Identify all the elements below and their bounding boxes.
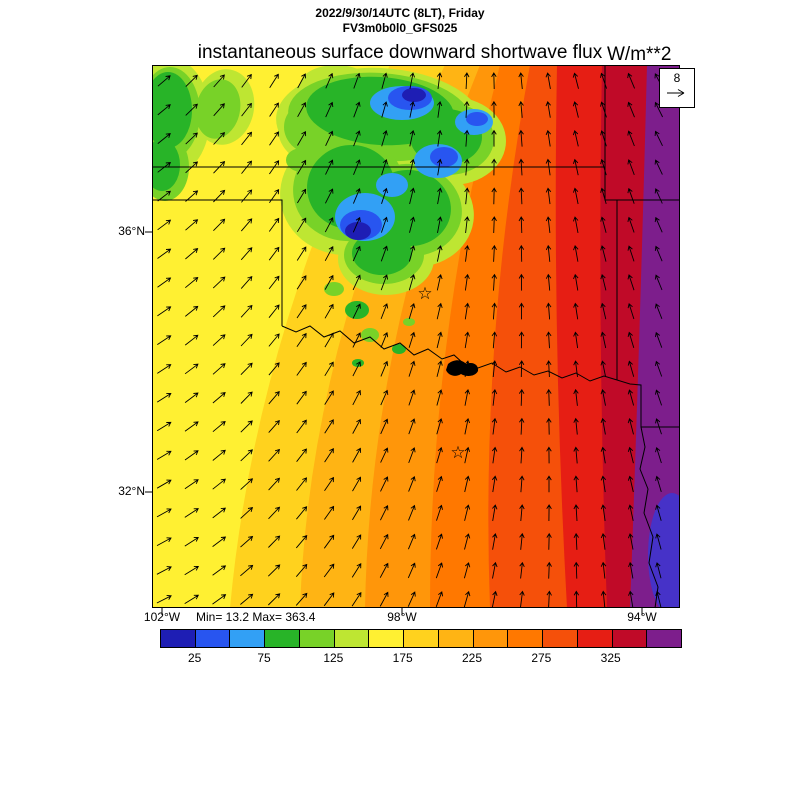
cloud-patch: [403, 318, 415, 326]
cloud-patch: [361, 328, 379, 342]
city-star: ☆: [417, 284, 432, 303]
cloud-patch: [324, 282, 344, 296]
colorbar-segment: [647, 630, 682, 647]
flux-band: [630, 65, 680, 608]
map-overlay-layer: ☆☆: [145, 65, 680, 615]
colorbar-tick-label: 175: [392, 651, 413, 665]
colorbar-segment: [334, 630, 370, 647]
colorbar-tick-label: 125: [323, 651, 344, 665]
cloud-patch: [376, 173, 408, 197]
reference-vector-arrow-icon: [667, 89, 685, 97]
colorbar-segment: [473, 630, 509, 647]
cloud-patch: [648, 493, 680, 608]
map-frame: [152, 65, 680, 608]
lat-label-36n: 36°N: [118, 224, 145, 238]
colorbar-tick-label: 325: [600, 651, 621, 665]
lon-label-94w: 94°W: [627, 610, 657, 624]
cloud-patch: [152, 72, 192, 148]
units-label: W/m**2: [607, 44, 672, 65]
state-border-texas-louisiana-sabine: [639, 426, 659, 609]
colorbar-segment: [404, 630, 439, 647]
state-border-texas-panhandle: [152, 199, 283, 326]
colorbar-segment: [508, 630, 544, 647]
reference-vector-value: 8: [673, 71, 681, 85]
cloud-patch: [195, 79, 241, 139]
model-header: FV3m0b0l0_GFS025: [342, 21, 458, 35]
colorbar-segment: [543, 630, 578, 647]
wind-vectors: [156, 72, 664, 608]
map: ☆ ☆ 8: [145, 65, 695, 615]
colorbar: [160, 629, 682, 648]
lat-label-32n: 32°N: [118, 484, 145, 498]
cloud-patch: [466, 112, 488, 126]
city-star: ☆: [450, 443, 465, 462]
cloud-patch: [152, 139, 180, 191]
colorbar-tick-label: 225: [461, 651, 483, 665]
colorbar-segment: [438, 630, 474, 647]
minmax-stats: Min= 13.2 Max= 363.4: [196, 610, 316, 624]
cloud-patch: [430, 147, 458, 167]
colorbar-tick-label: 25: [187, 651, 202, 665]
colorbar-segment: [195, 630, 231, 647]
lon-label-98w: 98°W: [387, 610, 417, 624]
colorbar-segment: [299, 630, 335, 647]
chart-title: instantaneous surface downward shortwave…: [197, 42, 603, 63]
cloud-patch: [286, 148, 318, 172]
colorbar-segment: [577, 630, 613, 647]
colorbar-segment: [612, 630, 648, 647]
valid-time-header: 2022/9/30/14UTC (8LT), Friday: [315, 6, 485, 20]
lon-label-102w: 102°W: [143, 610, 181, 624]
cloud-patch: [392, 344, 406, 354]
colorbar-tick-label: 75: [257, 651, 271, 665]
cloud-patch: [402, 88, 426, 102]
state-border-red-river-texas-oklahoma: [281, 325, 618, 382]
lake-texoma: [446, 360, 479, 376]
colorbar-segment: [369, 630, 405, 647]
reference-vector-box: 8: [659, 68, 695, 108]
cloud-patch: [352, 231, 412, 275]
flux-fill-layer: [152, 65, 680, 608]
cloud-patch: [345, 222, 371, 240]
state-border-texas-arkansas-louisiana: [616, 379, 680, 428]
colorbar-segment: [230, 630, 266, 647]
map-canvas: ☆☆: [145, 65, 680, 615]
colorbar-segment: [265, 630, 300, 647]
colorbar-segment: [161, 630, 196, 647]
colorbar-tick-label: 275: [531, 651, 552, 665]
axis-ticks: [145, 231, 643, 615]
